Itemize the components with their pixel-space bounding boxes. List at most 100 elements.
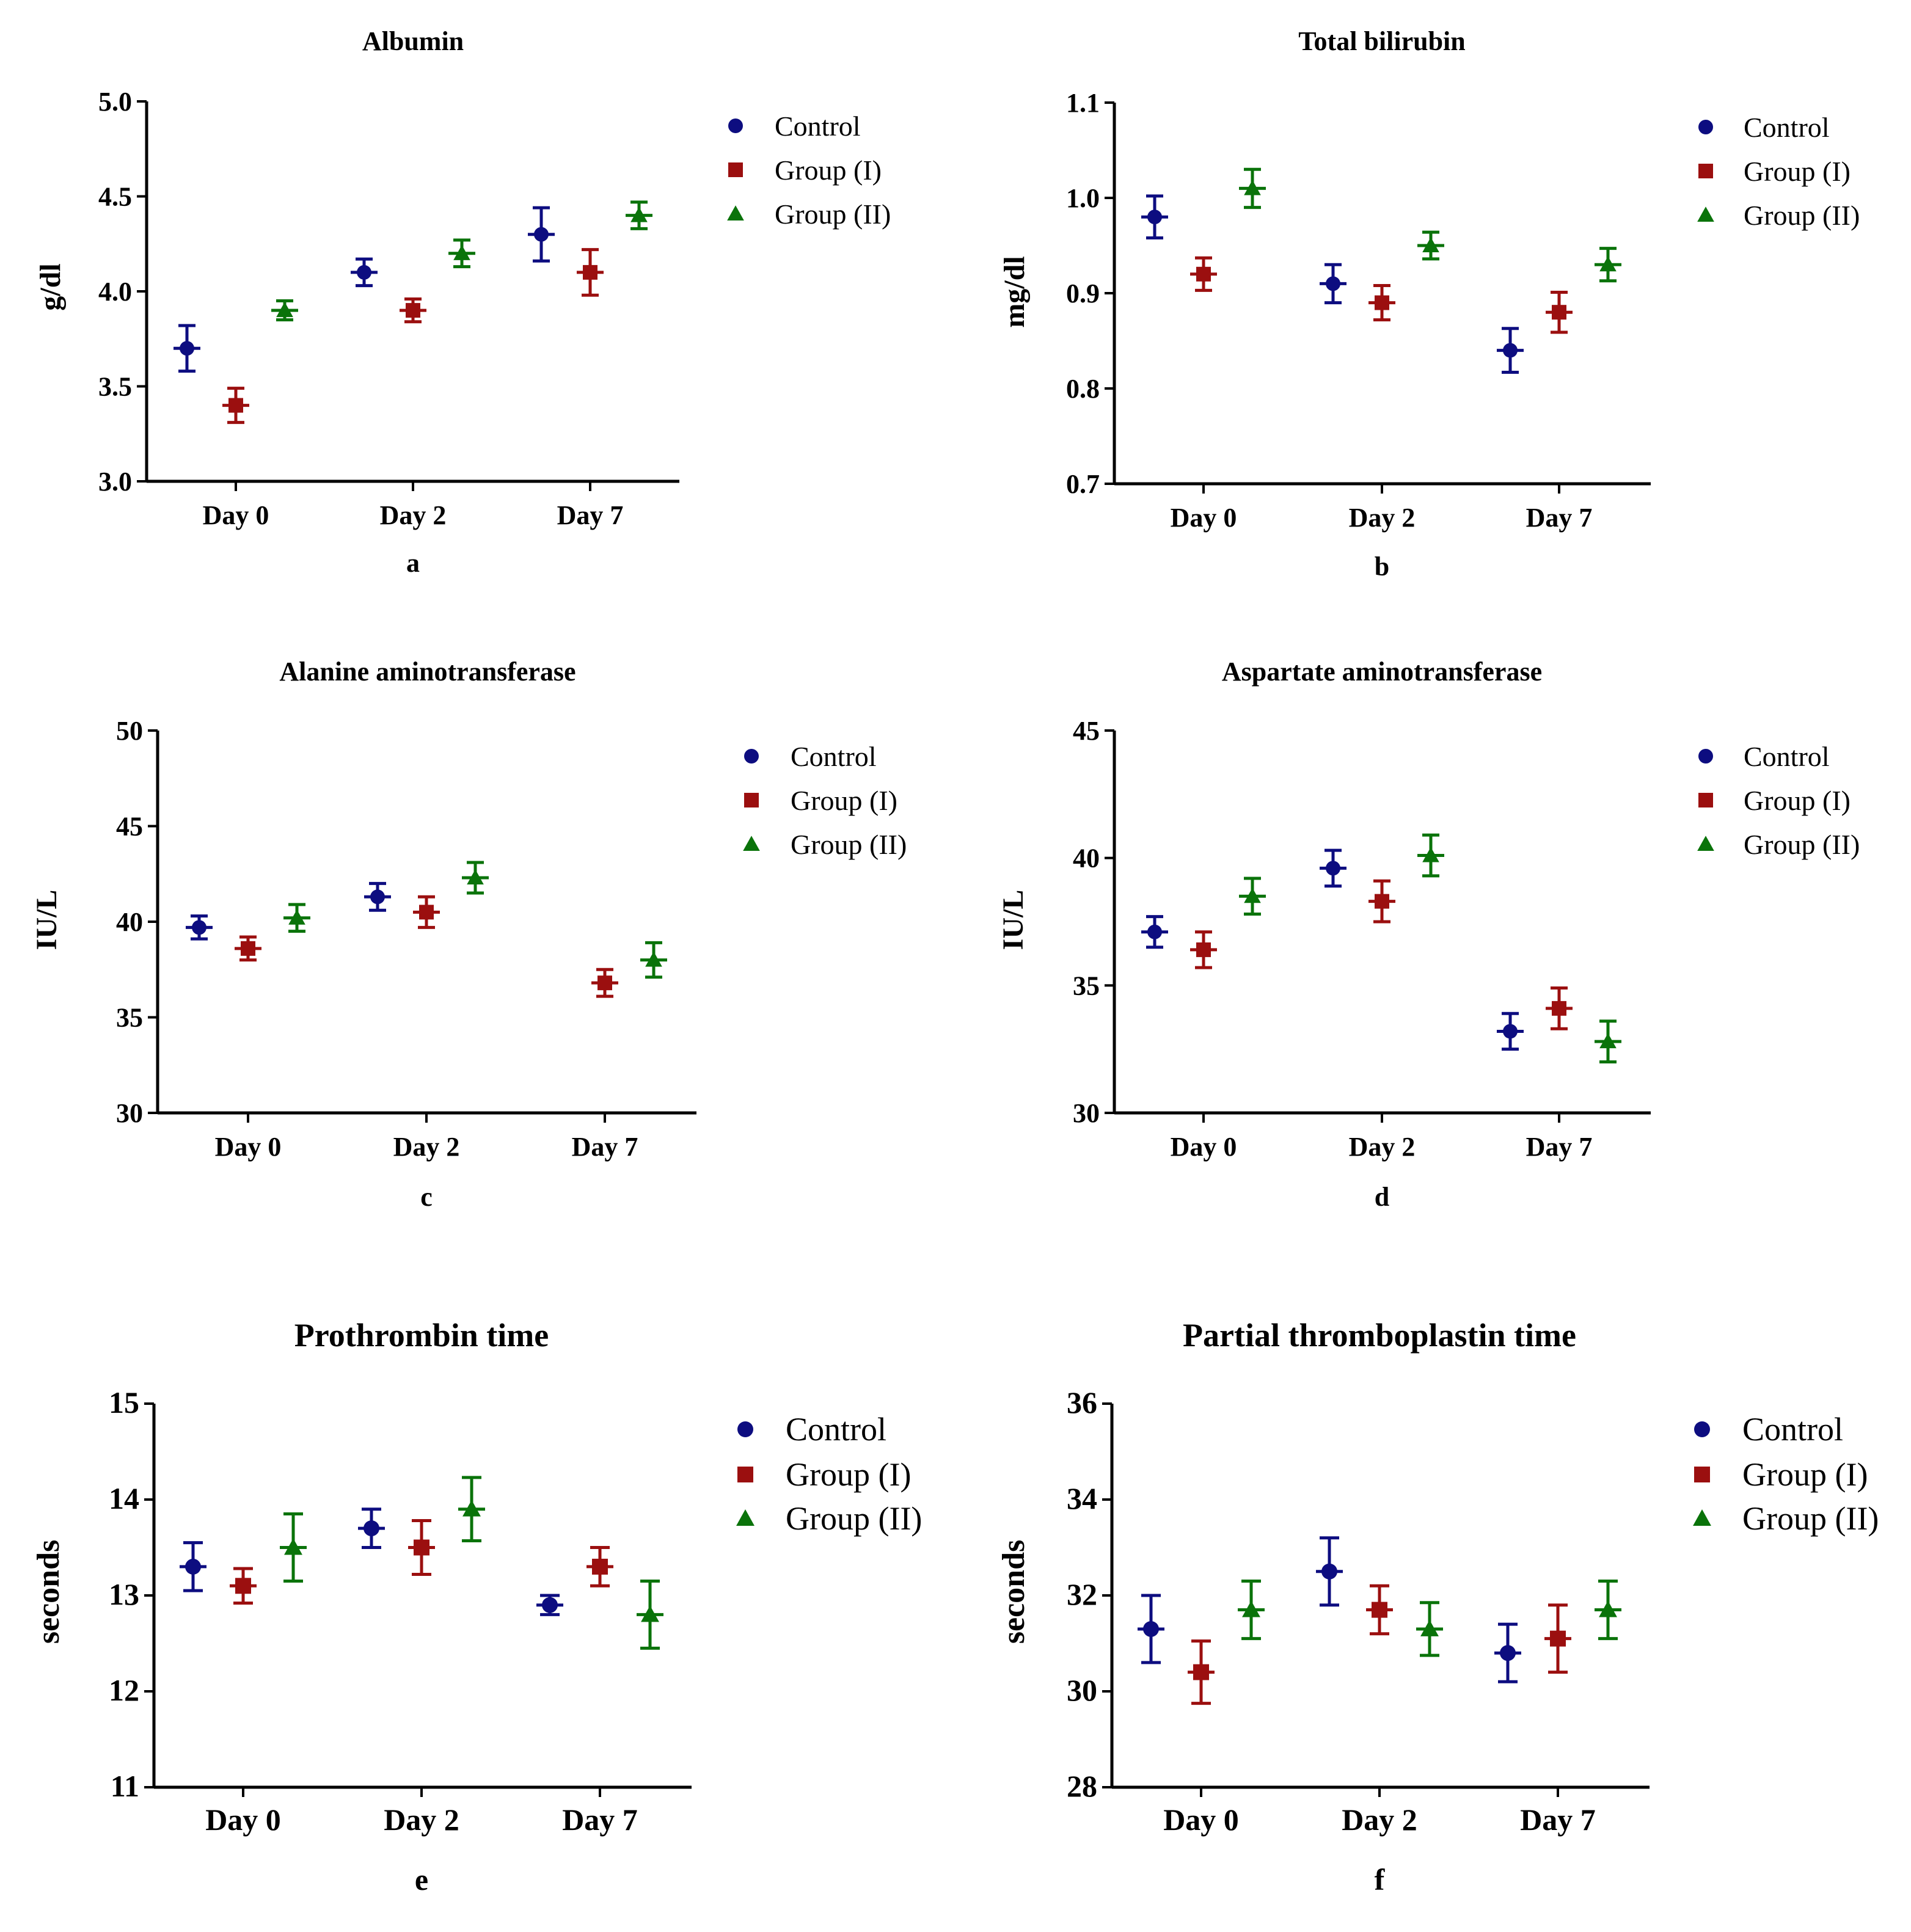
- panel-title: Partial thromboplastin time: [1183, 1317, 1576, 1354]
- data-marker: [630, 206, 648, 222]
- data-marker: [364, 1520, 379, 1537]
- data-marker: [597, 975, 612, 991]
- data-marker: [462, 1500, 481, 1517]
- data-point: [186, 914, 213, 941]
- data-marker: [1321, 1563, 1337, 1580]
- legend-label: Control: [786, 1411, 886, 1448]
- data-point: [400, 297, 426, 324]
- x-tick-label: Day 7: [1526, 503, 1593, 533]
- y-tick-label: 1.1: [1066, 88, 1100, 118]
- legend-marker: [744, 793, 759, 807]
- y-tick-label: 35: [116, 1003, 143, 1033]
- data-marker: [1244, 180, 1261, 195]
- panel-f: Partial thromboplastin time seconds f 28…: [996, 1317, 1879, 1897]
- axes: 28 30 32 34 36 Day 0 Day 2 Day 7: [1067, 1385, 1650, 1837]
- data-point: [1190, 256, 1217, 292]
- y-tick-label: 4.5: [98, 182, 132, 212]
- data-point: [640, 941, 667, 979]
- legend: Control Group (I) Group (II): [743, 741, 907, 860]
- data-marker: [1552, 1001, 1566, 1016]
- data-marker: [1420, 1620, 1439, 1636]
- panel-c: Alanine aminotransferase IU/L c 30 35 40 45…: [31, 657, 907, 1212]
- y-tick-label: 4.0: [98, 277, 132, 307]
- data-marker: [1599, 1600, 1617, 1617]
- data-point: [1138, 1594, 1164, 1664]
- panel-label: e: [415, 1862, 428, 1897]
- data-point: [1238, 1579, 1265, 1641]
- x-tick-label: Day 2: [384, 1803, 459, 1837]
- data-point: [283, 903, 310, 933]
- y-tick-label: 45: [1073, 716, 1100, 746]
- data-marker: [185, 1558, 201, 1575]
- data-point: [1368, 879, 1395, 924]
- y-tick-label: 0.8: [1066, 374, 1100, 404]
- data-marker: [453, 245, 470, 260]
- data-marks: [1141, 833, 1621, 1064]
- panel-label: f: [1375, 1862, 1386, 1897]
- data-marker: [192, 920, 206, 935]
- data-marker: [1326, 861, 1340, 876]
- y-tick-label: 30: [116, 1098, 143, 1128]
- data-marker: [1422, 237, 1439, 253]
- data-marker: [1375, 894, 1389, 909]
- data-marker: [235, 1578, 251, 1594]
- legend-marker: [1698, 120, 1713, 134]
- axes: 11 12 13 14 15 Day 0 Day 2 Day 7: [109, 1385, 692, 1837]
- y-tick-label: 1.0: [1066, 183, 1100, 213]
- panel-title: Alanine aminotransferase: [279, 657, 575, 687]
- data-point: [1239, 877, 1266, 916]
- data-point: [462, 861, 489, 895]
- legend-marker: [1693, 1509, 1711, 1526]
- y-tick-label: 11: [111, 1769, 139, 1803]
- data-marker: [180, 341, 194, 356]
- legend-marker: [736, 1509, 755, 1526]
- legend-label: Group (I): [1744, 156, 1851, 187]
- data-marker: [1244, 888, 1261, 903]
- data-point: [1417, 833, 1444, 878]
- data-marker: [592, 1558, 608, 1575]
- legend-label: Group (II): [791, 829, 907, 860]
- legend-marker: [1694, 1421, 1710, 1437]
- data-point: [1497, 1012, 1524, 1051]
- data-point: [1188, 1639, 1215, 1705]
- panel-title: Prothrombin time: [294, 1317, 549, 1354]
- data-marker: [1196, 266, 1211, 282]
- data-marker: [1599, 1033, 1617, 1049]
- data-marker: [1326, 276, 1340, 291]
- legend-marker: [1698, 793, 1713, 807]
- legend: Control Group (I) Group (II): [1697, 741, 1860, 860]
- x-tick-label: Day 2: [380, 500, 447, 530]
- x-tick-label: Day 7: [557, 500, 624, 530]
- y-tick-label: 32: [1067, 1577, 1097, 1611]
- data-marker: [1372, 1602, 1387, 1618]
- panel-title: Total bilirubin: [1298, 26, 1466, 56]
- panel-d: Aspartate aminotransferase IU/L d 30 35 40…: [997, 657, 1860, 1212]
- data-marker: [1143, 1620, 1159, 1637]
- data-point: [1546, 290, 1573, 334]
- data-point: [1544, 1603, 1571, 1674]
- axes: 30 35 40 45 50 Day 0 Day 2 Day 7: [116, 716, 696, 1162]
- legend-marker: [727, 205, 744, 221]
- panel-label: c: [420, 1182, 433, 1212]
- data-point: [1494, 1622, 1521, 1683]
- y-tick-label: 30: [1067, 1673, 1097, 1707]
- legend-label: Group (II): [1742, 1500, 1879, 1537]
- data-point: [1239, 167, 1266, 210]
- legend-label: Group (I): [786, 1456, 911, 1493]
- x-tick-label: Day 2: [1342, 1803, 1417, 1837]
- x-tick-label: Day 0: [1171, 1132, 1237, 1162]
- data-point: [1320, 263, 1346, 305]
- y-axis-label: seconds: [996, 1540, 1031, 1644]
- data-marker: [1147, 924, 1162, 939]
- data-point: [1141, 915, 1168, 949]
- x-tick-label: Day 2: [1349, 503, 1416, 533]
- legend-label: Control: [791, 741, 877, 772]
- y-axis-label: mg/dl: [998, 256, 1031, 327]
- data-point: [626, 200, 652, 230]
- data-marker: [583, 264, 597, 280]
- legend: Control Group (I) Group (II): [736, 1411, 922, 1537]
- y-axis-label: seconds: [31, 1540, 66, 1644]
- data-point: [528, 206, 555, 263]
- legend-marker: [744, 749, 759, 764]
- y-tick-label: 40: [1073, 844, 1100, 873]
